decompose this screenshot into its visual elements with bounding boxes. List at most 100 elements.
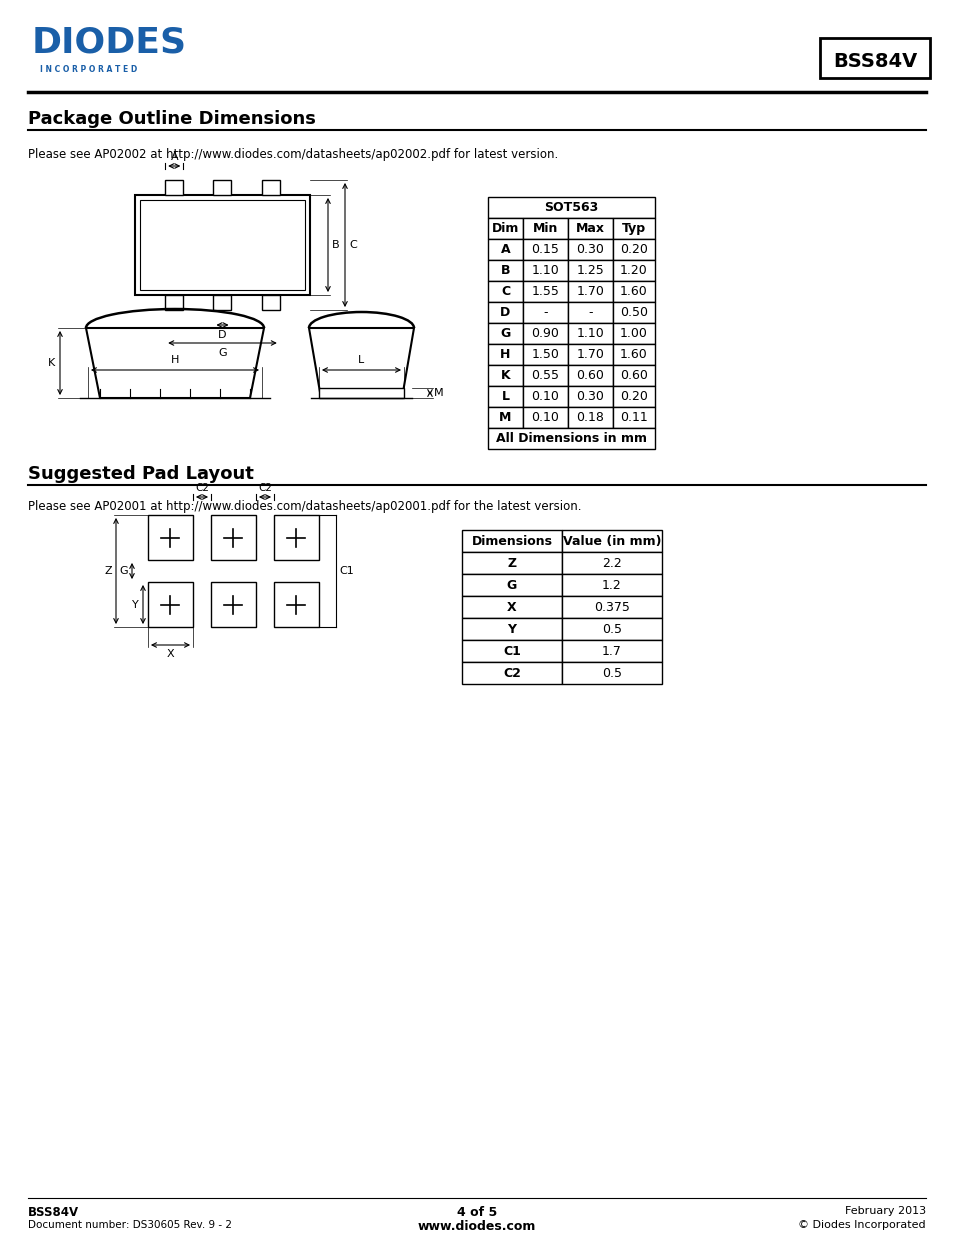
Bar [613,345,655,366]
Bar [522,387,567,408]
Text: 1.60: 1.60 [619,285,647,298]
Text: M: M [434,388,443,398]
Bar [567,345,613,366]
Text: X: X [507,600,517,614]
Text: Z: Z [507,557,516,569]
Text: C: C [500,285,510,298]
Text: 0.5: 0.5 [601,622,621,636]
Bar [820,38,929,78]
Bar [561,662,661,684]
Text: A: A [500,243,510,256]
Bar [461,574,561,597]
Text: B: B [500,264,510,277]
Text: 1.00: 1.00 [619,327,647,340]
Text: 0.375: 0.375 [594,600,629,614]
Text: C2: C2 [257,483,272,493]
Bar [148,582,193,627]
Bar [213,180,232,195]
Text: -: - [542,306,547,319]
Text: G: G [119,566,128,576]
Bar [567,303,613,324]
Text: 0.15: 0.15 [531,243,558,256]
Text: C: C [349,240,356,249]
Text: C1: C1 [502,645,520,657]
Bar [613,219,655,240]
Bar [613,303,655,324]
Bar [613,282,655,303]
Text: G: G [506,578,517,592]
Text: 0.60: 0.60 [619,369,647,382]
Bar [522,282,567,303]
Bar [211,515,255,559]
Text: 0.30: 0.30 [576,390,604,403]
Text: M: M [498,411,511,424]
Bar [561,597,661,618]
Bar [561,530,661,552]
Text: Max: Max [576,222,604,235]
Bar [567,261,613,282]
Text: Y: Y [132,599,139,610]
Bar [561,574,661,597]
Bar [461,662,561,684]
Bar [261,180,279,195]
Bar [165,295,183,310]
Bar [318,388,403,398]
Bar [567,219,613,240]
Bar [488,408,522,429]
Text: 1.7: 1.7 [601,645,621,657]
Text: Z: Z [104,566,112,576]
Text: Package Outline Dimensions: Package Outline Dimensions [28,110,315,128]
Text: Please see AP02002 at http://www.diodes.com/datasheets/ap02002.pdf for latest ve: Please see AP02002 at http://www.diodes.… [28,148,558,161]
Text: Y: Y [507,622,516,636]
Text: D: D [218,330,227,340]
Bar [567,387,613,408]
Polygon shape [309,329,414,398]
Bar [522,366,567,387]
Bar [274,582,318,627]
Bar [135,195,310,295]
Text: C1: C1 [338,566,354,576]
Text: 1.10: 1.10 [531,264,558,277]
Text: Document number: DS30605 Rev. 9 - 2: Document number: DS30605 Rev. 9 - 2 [28,1220,232,1230]
Bar [488,219,522,240]
Bar [567,282,613,303]
Bar [165,180,183,195]
Bar [488,387,522,408]
Bar [461,618,561,640]
Bar [613,366,655,387]
Text: 1.20: 1.20 [619,264,647,277]
Bar [461,597,561,618]
Bar [488,429,655,450]
Text: 1.2: 1.2 [601,578,621,592]
Text: 0.20: 0.20 [619,243,647,256]
Bar [488,261,522,282]
Bar [613,387,655,408]
Bar [461,552,561,574]
Bar [488,366,522,387]
Text: K: K [48,358,55,368]
Text: 0.55: 0.55 [531,369,558,382]
Text: Dim: Dim [492,222,518,235]
Text: 0.50: 0.50 [619,306,647,319]
Bar [488,240,522,261]
Text: February 2013: February 2013 [844,1207,925,1216]
Text: SOT563: SOT563 [544,201,598,214]
Text: D: D [500,306,510,319]
Text: All Dimensions in mm: All Dimensions in mm [496,432,646,445]
Text: 0.20: 0.20 [619,390,647,403]
Polygon shape [86,329,264,398]
Bar [567,366,613,387]
Bar [613,324,655,345]
Text: Min: Min [533,222,558,235]
Bar [261,295,279,310]
Text: B: B [332,240,339,249]
Text: BSS84V: BSS84V [28,1207,79,1219]
Text: Suggested Pad Layout: Suggested Pad Layout [28,466,253,483]
Bar [567,408,613,429]
Text: -: - [588,306,592,319]
Text: G: G [218,348,227,358]
Bar [213,295,232,310]
Text: Please see AP02001 at http://www.diodes.com/datasheets/ap02001.pdf for the lates: Please see AP02001 at http://www.diodes.… [28,500,581,513]
Text: Dimensions: Dimensions [471,535,552,547]
Bar [567,324,613,345]
